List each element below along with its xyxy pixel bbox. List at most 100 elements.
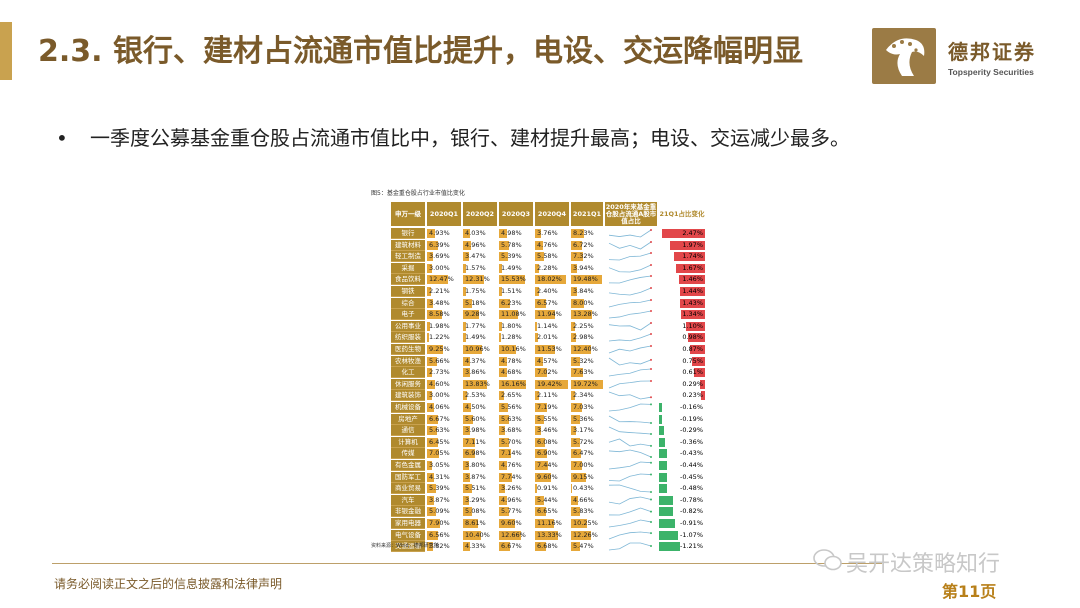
value-cell: 6.67% bbox=[499, 541, 533, 552]
value-text: 6.67% bbox=[429, 414, 450, 423]
sparkline-last-point bbox=[650, 240, 652, 243]
value-bar bbox=[571, 403, 583, 412]
value-cell: 7.14% bbox=[499, 448, 533, 459]
sparkline-last-point bbox=[650, 498, 652, 501]
table-header-2: 2020Q2 bbox=[463, 202, 497, 226]
value-cell: 1.14% bbox=[535, 321, 569, 332]
value-text: 3.84% bbox=[573, 287, 594, 295]
table-header-6: 2020年来基金重仓股占流通A股市值占比 bbox=[605, 202, 657, 226]
wechat-icon bbox=[813, 549, 842, 571]
sparkline-last-point bbox=[650, 368, 652, 371]
value-cell: 2.34% bbox=[571, 390, 603, 401]
value-text: 3.87% bbox=[429, 495, 450, 504]
change-cell: -0.43% bbox=[659, 448, 705, 459]
trend-sparkline bbox=[608, 379, 652, 389]
value-text: 5.08% bbox=[465, 507, 486, 516]
value-bar bbox=[499, 229, 508, 238]
value-text: 4.76% bbox=[537, 240, 558, 249]
value-text: 4.76% bbox=[501, 461, 522, 469]
value-bar bbox=[427, 379, 435, 389]
bullet-point: • 一季度公募基金重仓股占流通市值比中，银行、建材提升最高；电设、交运减少最多。 bbox=[56, 122, 936, 154]
sparkline-line bbox=[608, 368, 652, 377]
value-text: 5.66% bbox=[429, 356, 450, 365]
change-bar bbox=[670, 240, 705, 250]
value-bar bbox=[571, 321, 575, 331]
value-bar bbox=[463, 426, 470, 436]
value-bar bbox=[463, 229, 470, 238]
value-bar bbox=[427, 368, 432, 378]
bullet-dot: • bbox=[56, 126, 68, 150]
change-bar bbox=[659, 519, 676, 528]
value-text: 3.05% bbox=[429, 461, 450, 469]
change-bar bbox=[659, 495, 673, 505]
value-bar bbox=[571, 345, 591, 354]
value-bar bbox=[427, 275, 449, 285]
value-text: 6.90% bbox=[537, 449, 558, 458]
trend-sparkline bbox=[608, 496, 652, 505]
value-cell: 5.47% bbox=[571, 541, 603, 552]
value-text: 7.19% bbox=[537, 403, 558, 411]
value-bar bbox=[427, 263, 433, 273]
value-bar bbox=[535, 495, 545, 505]
change-bar bbox=[687, 333, 705, 343]
change-bar bbox=[659, 414, 663, 424]
value-text: 3.00% bbox=[429, 263, 450, 272]
value-bar bbox=[427, 437, 438, 447]
value-cell: 5.63% bbox=[499, 414, 533, 425]
value-text: 6.57% bbox=[537, 298, 558, 307]
change-cell: -0.78% bbox=[659, 495, 705, 506]
value-cell: 3.00% bbox=[427, 390, 461, 401]
value-bar bbox=[427, 403, 434, 412]
change-text: 1.67% bbox=[682, 263, 703, 272]
change-text: 1.46% bbox=[682, 275, 703, 284]
value-bar bbox=[499, 379, 527, 389]
value-bar bbox=[571, 414, 580, 424]
table-row: 纺织服装 1.22% 1.49% 1.28% 2.01% 2.98% 0.98% bbox=[391, 332, 705, 344]
value-cell: 1.75% bbox=[463, 286, 497, 297]
value-bar bbox=[427, 414, 439, 424]
value-cell: 1.77% bbox=[463, 321, 497, 332]
value-cell: 1.98% bbox=[427, 321, 461, 332]
change-bar bbox=[659, 542, 681, 552]
trend-sparkline bbox=[608, 310, 652, 319]
value-cell: 4.50% bbox=[463, 402, 497, 413]
sparkline-line bbox=[608, 322, 652, 331]
value-text: 18.02% bbox=[537, 275, 562, 284]
change-text: 2.47% bbox=[682, 229, 703, 237]
value-text: 7.02% bbox=[537, 368, 558, 377]
value-text: 9.60% bbox=[501, 519, 522, 527]
change-bar bbox=[675, 263, 705, 273]
value-cell: 1.28% bbox=[499, 332, 533, 343]
value-cell: 5.32% bbox=[571, 356, 603, 367]
value-cell: 13.28% bbox=[571, 309, 603, 320]
change-text: 1.97% bbox=[682, 240, 703, 249]
value-bar bbox=[535, 321, 537, 331]
trend-sparkline bbox=[608, 473, 652, 481]
value-bar bbox=[571, 391, 575, 401]
value-cell: 12.66% bbox=[499, 530, 533, 541]
row-industry-name: 医药生物 bbox=[391, 344, 425, 355]
value-text: 15.53% bbox=[501, 275, 526, 284]
change-cell: 0.87% bbox=[659, 344, 705, 355]
value-cell: 19.72% bbox=[571, 379, 603, 390]
value-cell: 5.56% bbox=[499, 402, 533, 413]
sparkline-line bbox=[608, 542, 652, 551]
row-industry-name: 电子 bbox=[391, 309, 425, 321]
row-industry-name: 电气设备 bbox=[391, 529, 425, 541]
row-industry-name: 汽车 bbox=[391, 494, 425, 506]
value-text: 2.01% bbox=[537, 333, 558, 342]
value-text: 6.65% bbox=[537, 507, 558, 516]
value-bar bbox=[427, 449, 439, 459]
change-bar bbox=[659, 461, 667, 470]
value-cell: 4.76% bbox=[535, 240, 569, 251]
value-bar bbox=[535, 229, 542, 238]
sparkline-line bbox=[608, 264, 652, 273]
table-row: 电子 8.58% 9.28% 11.08% 11.94% 13.28% 1.34% bbox=[391, 309, 705, 321]
value-text: 7.11% bbox=[465, 437, 486, 446]
value-cell: 13.83% bbox=[463, 379, 497, 390]
row-industry-name: 银行 bbox=[391, 228, 425, 239]
value-text: 2.98% bbox=[573, 333, 594, 342]
sparkline-line bbox=[608, 299, 652, 307]
value-text: 7.74% bbox=[501, 472, 522, 481]
change-text: -0.43% bbox=[680, 449, 703, 458]
